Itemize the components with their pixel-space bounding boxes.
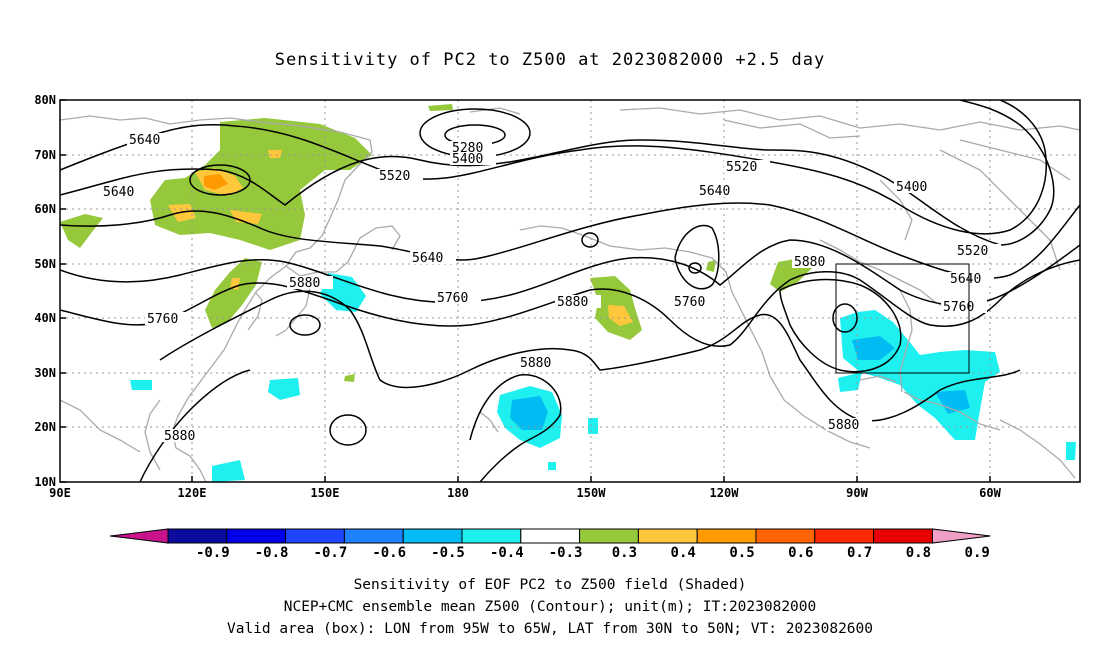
positive-sensitivity-west	[60, 214, 103, 248]
colorbar-label: -0.5	[431, 545, 465, 561]
contour-labels: 5280 5400 5400 5520 5520 5520 5640 5640 …	[101, 133, 1001, 444]
colorbar-label: -0.4	[490, 545, 524, 561]
colorbar-label: 0.8	[906, 545, 931, 561]
colorbar-label: -0.6	[372, 545, 406, 561]
colorbar-label: 0.3	[612, 545, 637, 561]
contour-label: 5400	[896, 180, 927, 195]
colorbar-segment	[520, 528, 581, 544]
positive-sensitivity-arctic	[428, 104, 453, 111]
gridlines	[60, 100, 1080, 482]
colorbar-low-extension	[109, 528, 169, 544]
contour-label: 5880	[557, 295, 588, 310]
contour-label: 5520	[957, 244, 988, 259]
colorbar-label: 0.7	[847, 545, 872, 561]
colorbar-label: 0.9	[965, 545, 990, 561]
contour-label: 5640	[950, 272, 981, 287]
contour-label: 5640	[412, 251, 443, 266]
colorbar-label: -0.8	[255, 545, 289, 561]
contour-label: 5640	[699, 184, 730, 199]
colorbar-segment	[873, 528, 933, 544]
colorbar-label: 0.4	[671, 545, 696, 561]
contour-label: 5760	[147, 312, 178, 327]
lon-tick-label: 150W	[577, 486, 607, 500]
colorbar-label: 0.5	[729, 545, 754, 561]
lat-tick-label: 40N	[34, 311, 56, 325]
latitude-labels: 80N 70N 60N 50N 40N 30N 20N 10N	[34, 93, 56, 489]
colorbar: -0.9 -0.8 -0.7 -0.6 -0.5 -0.4 -0.3 0.3 0.4 0.5 0.6…	[109, 528, 991, 561]
colorbar-label: -0.7	[314, 545, 348, 561]
caption: Sensitivity of EOF PC2 to Z500 field (Sh…	[0, 574, 1100, 640]
lat-tick-label: 10N	[34, 475, 56, 489]
contour-label: 5760	[437, 291, 468, 306]
colorbar-high-extension	[931, 528, 991, 544]
colorbar-segment	[167, 528, 228, 544]
lat-tick-label: 30N	[34, 366, 56, 380]
contour-label: 5880	[164, 429, 195, 444]
colorbar-segment	[285, 528, 345, 544]
colorbar-segment	[402, 528, 463, 544]
colorbar-segment	[226, 528, 287, 544]
colorbar-segment	[461, 528, 522, 544]
lon-tick-label: 120W	[710, 486, 740, 500]
sensitivity-shading	[60, 104, 1076, 482]
lat-tick-label: 20N	[34, 420, 56, 434]
positive-sensitivity-siberia	[150, 118, 372, 250]
contour-label: 5400	[452, 152, 483, 167]
colorbar-segment	[696, 528, 757, 544]
caption-line-valid-area: Valid area (box): LON from 95W to 65W, L…	[226, 621, 873, 637]
contour-label: 5880	[828, 418, 859, 433]
caption-line-shading: Sensitivity of EOF PC2 to Z500 field (Sh…	[353, 577, 747, 593]
lon-tick-label: 90E	[49, 486, 71, 500]
lat-tick-label: 70N	[34, 148, 56, 162]
contour-label: 5880	[520, 356, 551, 371]
contour-label: 5760	[943, 300, 974, 315]
lon-tick-label: 120E	[178, 486, 207, 500]
colorbar-label: 0.6	[788, 545, 813, 561]
valid-area-box	[835, 263, 970, 374]
lon-tick-label: 150E	[311, 486, 340, 500]
contour-label: 5760	[674, 295, 705, 310]
lat-tick-label: 60N	[34, 202, 56, 216]
map-frame	[59, 99, 1081, 483]
lat-tick-label: 50N	[34, 257, 56, 271]
colorbar-segment	[579, 528, 639, 544]
colorbar-segment	[637, 528, 698, 544]
coastlines	[60, 107, 1080, 482]
contour-label: 5880	[289, 276, 320, 291]
contour-label: 5520	[726, 160, 757, 175]
colorbar-segment	[814, 528, 875, 544]
positive-sensitivity-east-asia	[205, 258, 262, 328]
lat-tick-label: 80N	[34, 93, 56, 107]
caption-line-contour: NCEP+CMC ensemble mean Z500 (Contour); u…	[283, 599, 817, 615]
colorbar-segment	[343, 528, 404, 544]
colorbar-label: -0.9	[196, 545, 230, 561]
colorbar-segment	[755, 528, 816, 544]
lon-tick-label: 180	[447, 486, 469, 500]
lon-tick-label: 60W	[979, 486, 1001, 500]
lon-tick-label: 90W	[846, 486, 868, 500]
contour-label: 5640	[103, 185, 134, 200]
colorbar-label: -0.3	[549, 545, 583, 561]
map-title: Sensitivity of PC2 to Z500 at 2023082000…	[274, 50, 826, 70]
contour-label: 5520	[379, 169, 410, 184]
longitude-labels: 90E 120E 150E 180 150W 120W 90W 60W	[49, 486, 1001, 500]
contour-label: 5640	[129, 133, 160, 148]
contour-label: 5880	[794, 255, 825, 270]
